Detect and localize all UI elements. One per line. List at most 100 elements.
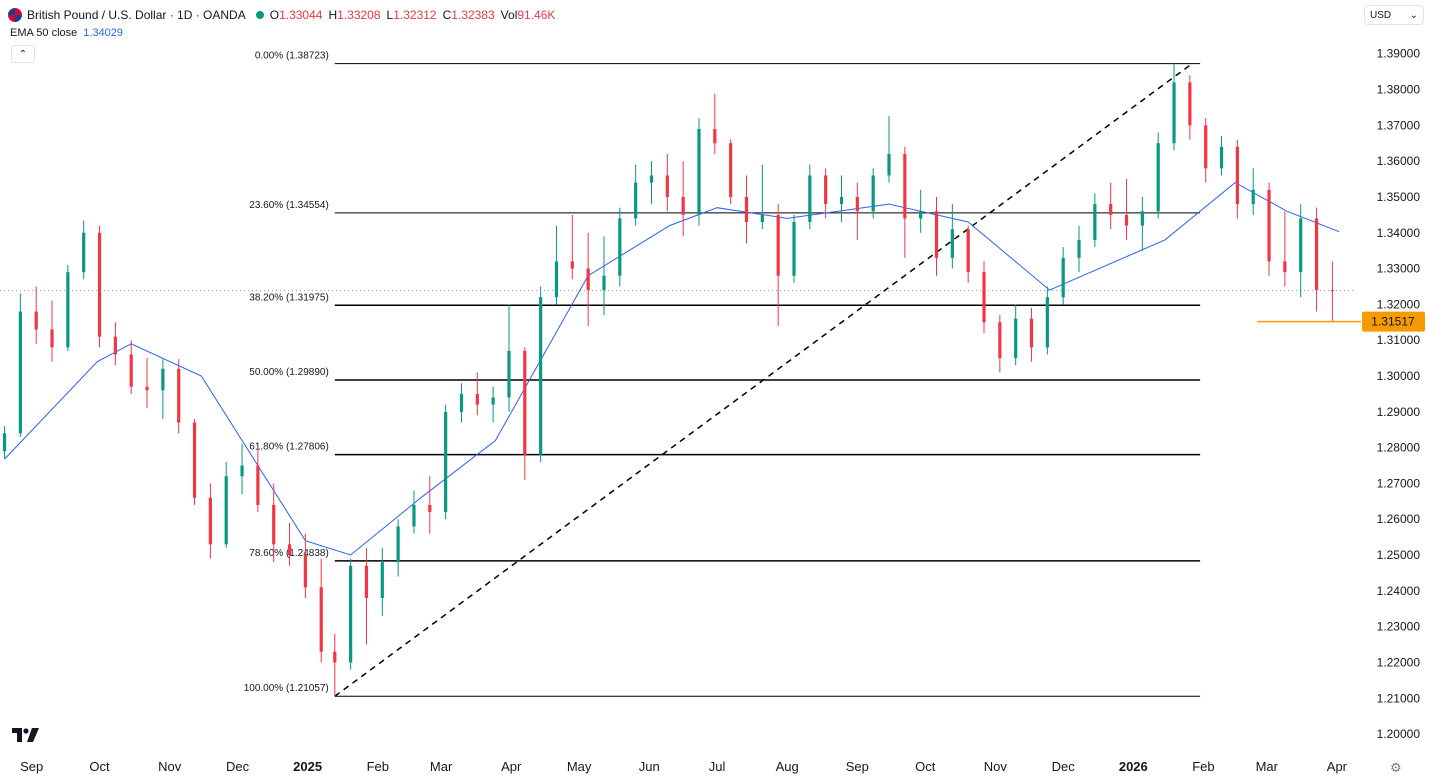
candle-body bbox=[1330, 290, 1334, 292]
y-tick-label: 1.21000 bbox=[1377, 691, 1421, 705]
x-tick-label: Dec bbox=[1052, 759, 1076, 774]
candle bbox=[333, 633, 337, 697]
fib-retracement[interactable]: 0.00% (1.38723) 23.60% (1.34554) 38.20% (1… bbox=[244, 51, 1201, 697]
candle bbox=[129, 340, 133, 394]
price-axis[interactable]: 1.400001.390001.380001.370001.360001.350… bbox=[1362, 11, 1425, 741]
high-value: 1.33208 bbox=[337, 8, 381, 22]
candle-body bbox=[1172, 82, 1176, 144]
candle bbox=[665, 153, 669, 212]
candle bbox=[224, 461, 228, 548]
candle bbox=[491, 386, 495, 423]
chevron-up-icon: ⌃ bbox=[18, 48, 28, 60]
candle bbox=[776, 204, 780, 326]
y-tick-label: 1.28000 bbox=[1377, 441, 1421, 455]
candle bbox=[950, 204, 954, 269]
candle bbox=[713, 93, 717, 154]
x-tick-label: Oct bbox=[915, 759, 936, 774]
time-axis[interactable]: Sep Oct Nov Dec 2025 Feb Mar Apr May Jun Jul Aug Sep… bbox=[20, 759, 1348, 774]
candle bbox=[364, 547, 369, 645]
x-tick-label: 2025 bbox=[293, 759, 322, 774]
candle bbox=[113, 322, 117, 366]
candle bbox=[855, 182, 859, 240]
candle-body bbox=[966, 229, 970, 273]
candle bbox=[161, 358, 165, 419]
candle bbox=[634, 164, 638, 226]
currency-selector[interactable]: USD ⌄ bbox=[1364, 5, 1424, 25]
candle bbox=[618, 207, 622, 287]
candle bbox=[681, 161, 685, 237]
x-tick-label: Feb bbox=[367, 759, 389, 774]
candle bbox=[1014, 304, 1018, 366]
symbol-title[interactable]: British Pound / U.S. Dollar · 1D · OANDA bbox=[27, 8, 246, 22]
candle bbox=[82, 220, 86, 280]
candle bbox=[272, 483, 276, 563]
candle-body bbox=[177, 368, 181, 423]
candle bbox=[934, 196, 939, 276]
candle-body bbox=[444, 411, 448, 513]
fib-level-label: 23.60% (1.34554) bbox=[249, 200, 329, 211]
candle bbox=[1124, 179, 1129, 240]
x-tick-label: 2026 bbox=[1119, 759, 1148, 774]
candle-body bbox=[428, 504, 432, 513]
candle bbox=[966, 225, 970, 283]
candle-body bbox=[475, 393, 479, 405]
candle bbox=[1045, 286, 1049, 355]
candle-body bbox=[1061, 257, 1065, 298]
close-label: C bbox=[442, 8, 452, 22]
candle bbox=[998, 315, 1002, 373]
candle-body bbox=[66, 272, 70, 348]
y-tick-label: 1.23000 bbox=[1377, 620, 1421, 634]
candle bbox=[428, 476, 432, 534]
candle-body bbox=[1235, 146, 1239, 205]
x-tick-label: Sep bbox=[846, 759, 869, 774]
fib-level-label: 0.00% (1.38723) bbox=[255, 51, 329, 62]
candle bbox=[50, 300, 54, 362]
candle-body bbox=[539, 297, 543, 455]
indicator-legend[interactable]: EMA 50 close 1.34029 bbox=[10, 27, 123, 39]
candle bbox=[18, 293, 22, 437]
candle-body bbox=[1077, 239, 1081, 258]
candle bbox=[1267, 182, 1271, 276]
candle bbox=[824, 168, 828, 219]
candle-body bbox=[380, 562, 384, 599]
candle bbox=[1299, 204, 1303, 298]
open-value: 1.33044 bbox=[279, 8, 323, 22]
y-tick-label: 1.36000 bbox=[1377, 154, 1421, 168]
tradingview-logo-icon[interactable] bbox=[12, 728, 40, 742]
candle bbox=[586, 232, 590, 326]
candle-body bbox=[272, 504, 276, 545]
candle-body bbox=[681, 196, 685, 215]
fib-level-label: 50.00% (1.29890) bbox=[249, 367, 329, 378]
candle bbox=[602, 236, 606, 316]
candle-body bbox=[459, 393, 464, 412]
candle-body bbox=[602, 275, 606, 291]
support-price-label: 1.31517 bbox=[1371, 315, 1415, 329]
settings-gear-icon[interactable]: ⚙ bbox=[1390, 760, 1402, 775]
candle bbox=[903, 146, 907, 258]
candle-body bbox=[1124, 214, 1129, 226]
low-value: 1.32312 bbox=[393, 8, 437, 22]
candle-body bbox=[287, 544, 292, 556]
candle-body bbox=[554, 261, 559, 298]
candle bbox=[177, 359, 181, 434]
currency-value: USD bbox=[1370, 9, 1392, 21]
chevron-down-icon: ⌄ bbox=[1409, 9, 1418, 21]
indicator-value: 1.34029 bbox=[83, 27, 124, 39]
y-tick-label: 1.32000 bbox=[1377, 297, 1421, 311]
collapse-legend-button[interactable]: ⌃ bbox=[11, 45, 35, 63]
x-tick-label: May bbox=[567, 759, 592, 774]
candle bbox=[1172, 63, 1176, 151]
y-tick-label: 1.38000 bbox=[1377, 83, 1421, 97]
candle-body bbox=[523, 350, 527, 455]
candle bbox=[744, 175, 749, 244]
x-tick-label: Mar bbox=[1256, 759, 1279, 774]
candle bbox=[349, 558, 353, 670]
y-tick-label: 1.29000 bbox=[1377, 405, 1421, 419]
candle bbox=[887, 116, 891, 183]
candle-body bbox=[412, 504, 416, 527]
candle-body bbox=[161, 368, 165, 391]
candle-body bbox=[240, 465, 244, 477]
y-tick-label: 1.34000 bbox=[1377, 226, 1421, 240]
candle-body bbox=[570, 261, 574, 269]
